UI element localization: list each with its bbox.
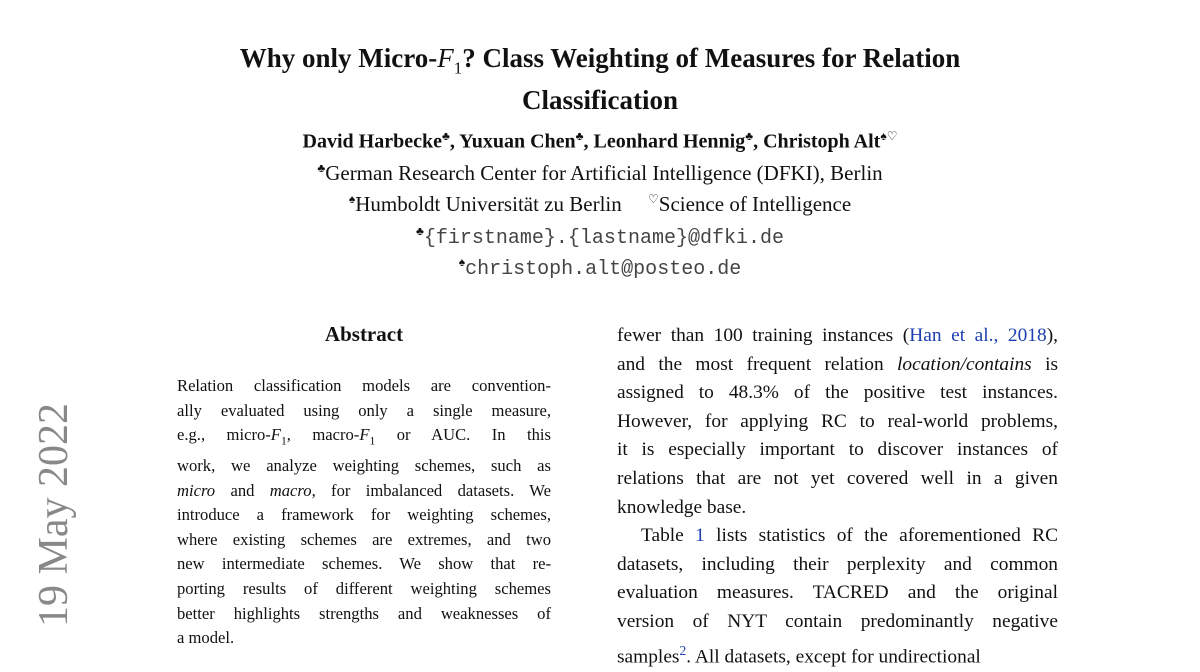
text-line: where existing schemes are extremes, and… — [177, 528, 551, 553]
title-math: F — [437, 43, 454, 73]
text-line: and the most frequent relation location/… — [617, 351, 1058, 380]
text-segment: version of NYT contain predominantly neg… — [617, 610, 1058, 632]
text-segment: 1 — [280, 434, 287, 448]
title-subscript: 1 — [453, 58, 463, 78]
text-segment: new intermediate schemes. We show that r… — [177, 554, 551, 574]
citation-link[interactable]: 2 — [679, 642, 687, 658]
text-segment: , for imbalanced datasets. We — [311, 480, 551, 500]
text-segment: is — [1031, 353, 1058, 375]
text-segment: introduce a framework for weighting sche… — [177, 505, 551, 525]
text-line: samples2. All datasets, except for undir… — [617, 637, 1058, 672]
affiliation-text: German Research Center for Artificial In… — [325, 161, 883, 185]
text-segment: relations that are not yet covered well … — [617, 467, 1058, 489]
text-segment: location/contains — [897, 353, 1032, 375]
text-segment: ally evaluated using only a single measu… — [177, 400, 551, 420]
affiliation-text: Humboldt Universität zu Berlin — [355, 192, 622, 216]
abstract-heading: Abstract — [324, 322, 404, 346]
email-text: christoph.alt@posteo.de — [465, 258, 742, 281]
affiliation-mark: ♡ — [648, 192, 659, 206]
text-segment: knowledge base. — [617, 496, 747, 518]
author-name: Christoph Alt — [763, 130, 881, 153]
text-segment: a model. — [177, 628, 235, 648]
text-segment: assigned to 48.3% of the positive test i… — [617, 382, 1058, 404]
text-line: knowledge base. — [617, 494, 1058, 523]
text-segment: and the most frequent relation — [617, 353, 898, 375]
affiliation-text: Science of Intelligence — [658, 192, 852, 216]
text-line: porting results of different weighting s… — [177, 577, 551, 602]
author-name: Leonhard Hennig — [593, 130, 746, 153]
affiliation-dfki: ♣German Research Center for Artificial I… — [0, 161, 1200, 186]
affiliation-mark: ♠♡ — [880, 129, 898, 143]
text-line: However, for applying RC to real-world p… — [617, 408, 1058, 437]
text-segment: it is especially important to discover i… — [617, 439, 1058, 461]
text-segment: 1 — [369, 434, 376, 448]
arxiv-date-stamp: 19 May 2022 — [31, 403, 77, 627]
text-segment: , macro- — [286, 425, 360, 445]
author-list: David Harbecke♣, Yuxuan Chen♣, Leonhard … — [302, 129, 898, 153]
text-segment: porting results of different weighting s… — [177, 579, 551, 599]
text-line: Table 1 lists statistics of the aforemen… — [617, 522, 1058, 551]
affiliation-mark: ♣ — [441, 129, 450, 143]
email-dfki: ♣{firstname}.{lastname}@dfki.de — [0, 224, 1200, 250]
text-segment: samples — [617, 646, 680, 667]
text-line: new intermediate schemes. We show that r… — [177, 552, 551, 577]
affiliation-mark: ♠ — [348, 192, 356, 206]
affiliation-hu-soi: ♠Humboldt Universität zu Berlin ♡Science… — [0, 192, 1200, 217]
email-text: {firstname}.{lastname}@dfki.de — [423, 227, 784, 250]
text-line: better highlights strengths and weakness… — [177, 602, 551, 627]
citation-link[interactable]: 1 — [695, 525, 705, 547]
email-alt: ♠christoph.alt@posteo.de — [0, 255, 1200, 281]
text-line: fewer than 100 training instances (Han e… — [617, 322, 1058, 351]
text-segment: . All datasets, except for undirectional — [686, 646, 981, 667]
text-segment: better highlights strengths and weakness… — [177, 603, 551, 623]
text-segment: However, for applying RC to real-world p… — [617, 410, 1058, 432]
author-name: Yuxuan Chen — [459, 130, 576, 153]
text-line: a model. — [177, 626, 551, 651]
text-line: work, we analyze weighting schemes, such… — [177, 454, 551, 479]
paper-title: Why only Micro-F1? Class Weighting of Me… — [0, 42, 1200, 116]
author-name: David Harbecke — [302, 130, 442, 153]
affiliation-mark: ♣ — [416, 224, 424, 238]
text-segment: lists statistics of the aforementioned R… — [704, 525, 1058, 547]
title-text: Classification — [521, 85, 678, 116]
text-line: micro and macro, for imbalanced datasets… — [177, 479, 551, 504]
text-line: datasets, including their perplexity and… — [617, 551, 1058, 580]
body-column-right: fewer than 100 training instances (Han e… — [617, 322, 1058, 672]
text-segment: datasets, including their perplexity and… — [617, 553, 1058, 575]
text-segment: Relation classification models are conve… — [177, 376, 551, 395]
text-segment: micro — [177, 480, 216, 500]
text-line: e.g., micro-F1, macro-F1 or AUC. In this — [177, 423, 551, 454]
title-text: Why only Micro- — [239, 43, 438, 73]
affiliation-mark: ♣ — [317, 161, 326, 175]
text-line: evaluation measures. TACRED and the orig… — [617, 579, 1058, 608]
text-line: introduce a framework for weighting sche… — [177, 503, 551, 528]
text-segment: and — [215, 480, 270, 500]
text-segment: e.g., micro- — [177, 425, 271, 445]
text-segment: where existing schemes are extremes, and… — [177, 529, 551, 549]
title-text: ? Class Weighting of Measures for Relati… — [462, 43, 961, 73]
affiliation-mark: ♣ — [745, 129, 754, 143]
text-line: assigned to 48.3% of the positive test i… — [617, 379, 1058, 408]
text-segment: Table — [641, 525, 696, 547]
citation-link[interactable]: Han et al., 2018 — [909, 325, 1047, 346]
text-line: relations that are not yet covered well … — [617, 465, 1058, 494]
text-segment: evaluation measures. TACRED and the orig… — [617, 582, 1058, 604]
abstract-body: Relation classification models are conve… — [177, 374, 551, 651]
affiliation-mark: ♣ — [575, 129, 584, 143]
text-segment: macro — [269, 480, 312, 500]
text-segment: F — [359, 425, 370, 445]
text-line: ally evaluated using only a single measu… — [177, 399, 551, 424]
text-segment: work, we analyze weighting schemes, such… — [177, 456, 551, 476]
text-line: version of NYT contain predominantly neg… — [617, 608, 1058, 637]
text-segment: fewer than 100 training instances ( — [617, 325, 910, 346]
text-segment: F — [270, 425, 281, 445]
affiliation-mark: ♠ — [458, 255, 466, 269]
text-segment: ), — [1046, 325, 1059, 346]
text-segment: or AUC. In this — [375, 425, 551, 445]
text-line: it is especially important to discover i… — [617, 436, 1058, 465]
text-line: Relation classification models are conve… — [177, 374, 551, 399]
